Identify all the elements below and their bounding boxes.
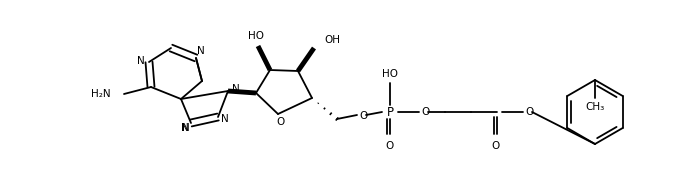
Text: N: N bbox=[137, 56, 145, 66]
Text: O: O bbox=[492, 141, 500, 151]
Text: H₂N: H₂N bbox=[92, 89, 111, 99]
Text: P: P bbox=[386, 105, 393, 118]
Text: O: O bbox=[277, 117, 285, 127]
Text: HO: HO bbox=[248, 31, 264, 41]
Text: N: N bbox=[197, 46, 205, 56]
Text: CH₃: CH₃ bbox=[585, 102, 605, 112]
Text: N: N bbox=[181, 123, 189, 133]
Text: O: O bbox=[422, 107, 430, 117]
Text: HO: HO bbox=[382, 69, 398, 79]
Text: N: N bbox=[182, 123, 190, 133]
Text: OH: OH bbox=[324, 35, 340, 45]
Text: O: O bbox=[526, 107, 534, 117]
Text: O: O bbox=[360, 111, 368, 121]
Text: N: N bbox=[221, 114, 229, 124]
Text: O: O bbox=[386, 141, 394, 151]
Text: N: N bbox=[232, 84, 240, 94]
